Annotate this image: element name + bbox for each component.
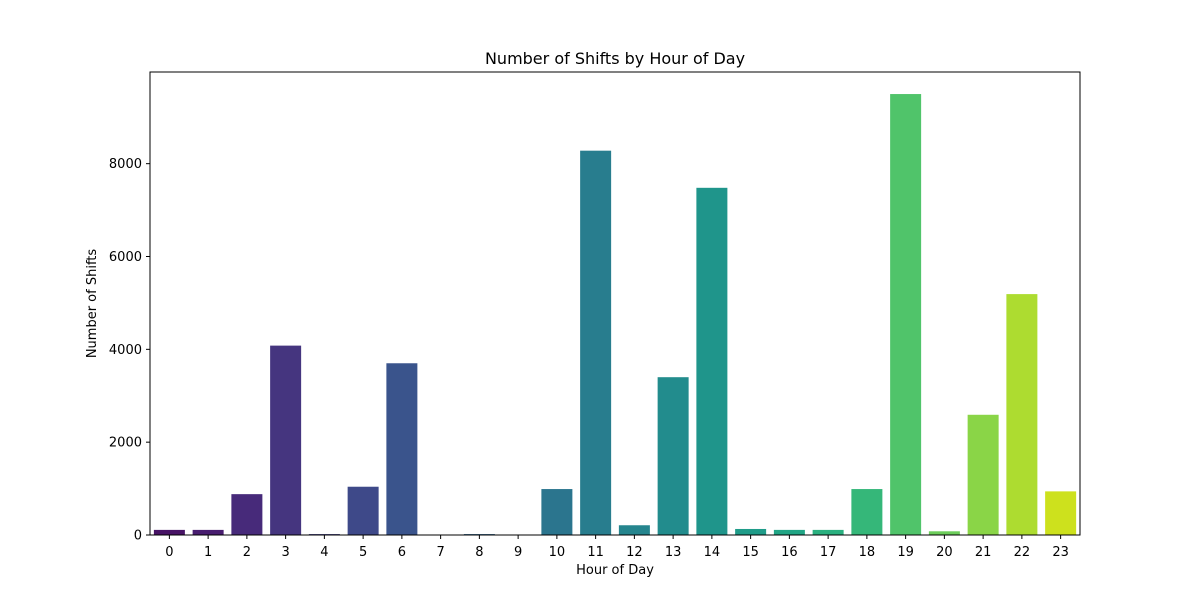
plot-frame [149, 71, 1081, 536]
x-tick-label: 23 [1052, 545, 1069, 560]
x-tick-label: 18 [859, 545, 876, 560]
bar-hour-15 [735, 528, 767, 535]
bar-hour-13 [657, 377, 689, 535]
x-axis-ticks: 0 1 2 3 4 5 6 7 8 9 10 11 12 13 14 15 16 17 18 19 20 21 22 23 [165, 535, 1069, 560]
x-tick-label: 20 [936, 545, 953, 560]
bar-hour-0 [153, 529, 185, 535]
x-tick-label: 0 [165, 545, 173, 560]
x-tick-label: 19 [897, 545, 914, 560]
x-tick-label: 12 [626, 545, 643, 560]
x-axis-label: Hour of Day [576, 563, 654, 578]
x-tick-label: 2 [243, 545, 251, 560]
x-tick-label: 3 [281, 545, 289, 560]
y-tick-label: 2000 [109, 436, 142, 451]
x-tick-label: 10 [549, 545, 566, 560]
bar-hour-20 [928, 531, 960, 535]
bar-hour-3 [270, 345, 302, 535]
bar-hour-12 [618, 525, 650, 535]
y-tick-label: 4000 [109, 343, 142, 358]
bar-hour-16 [773, 529, 805, 535]
y-axis-ticks: 0 2000 4000 6000 8000 [109, 157, 150, 544]
x-tick-label: 5 [359, 545, 367, 560]
x-tick-label: 6 [398, 545, 406, 560]
x-tick-label: 9 [514, 545, 522, 560]
x-tick-label: 13 [665, 545, 682, 560]
y-tick-label: 6000 [109, 250, 142, 265]
x-tick-label: 15 [742, 545, 759, 560]
bar-hour-18 [851, 489, 883, 535]
y-axis-label: Number of Shifts [85, 249, 100, 359]
x-tick-label: 14 [704, 545, 721, 560]
y-tick-label: 8000 [109, 157, 142, 172]
x-tick-label: 16 [781, 545, 798, 560]
bar-hour-23 [1045, 491, 1077, 535]
bar-hour-10 [541, 489, 573, 535]
x-tick-label: 22 [1014, 545, 1031, 560]
bars-group [153, 94, 1077, 536]
bar-hour-6 [386, 363, 418, 535]
y-tick-label: 0 [134, 529, 142, 544]
chart-title: Number of Shifts by Hour of Day [485, 49, 745, 68]
x-tick-label: 7 [436, 545, 444, 560]
x-tick-label: 4 [320, 545, 328, 560]
x-tick-label: 17 [820, 545, 837, 560]
x-tick-label: 1 [204, 545, 212, 560]
x-tick-label: 11 [587, 545, 604, 560]
bar-hour-1 [192, 529, 224, 535]
bar-hour-2 [231, 494, 263, 535]
bar-hour-11 [580, 150, 612, 535]
bar-hour-21 [967, 414, 999, 535]
bar-hour-5 [347, 486, 379, 535]
x-tick-label: 21 [975, 545, 992, 560]
bar-hour-17 [812, 529, 844, 535]
bar-hour-14 [696, 187, 728, 535]
bar-hour-19 [890, 94, 922, 536]
x-tick-label: 8 [475, 545, 483, 560]
bar-hour-22 [1006, 294, 1038, 535]
